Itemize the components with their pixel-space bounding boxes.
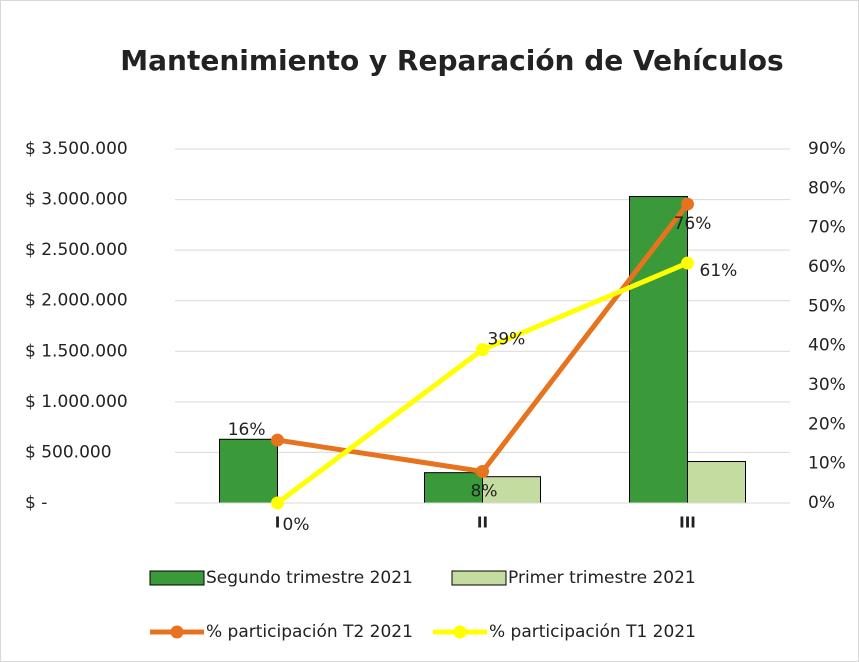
y2-tick-label: 30%: [808, 375, 846, 395]
bar: [687, 461, 746, 504]
y-tick-label: $ 2.000.000: [25, 291, 128, 311]
y2-tick-label: 10%: [808, 454, 846, 474]
y2-tick-label: 90%: [808, 139, 846, 159]
legend-swatch: [170, 625, 184, 639]
data-label: 61%: [700, 261, 738, 281]
y2-tick-label: 40%: [808, 336, 846, 356]
data-label: 0%: [283, 515, 310, 535]
y2-tick-label: 70%: [808, 218, 846, 238]
line-point: [681, 256, 694, 270]
data-label: 16%: [228, 420, 266, 440]
line-point: [476, 343, 489, 357]
x-tick-label: II: [477, 514, 488, 532]
y-tick-label: $ 2.500.000: [25, 240, 128, 260]
legend-swatch: [451, 570, 507, 586]
bar: [482, 476, 541, 504]
bar: [219, 438, 278, 504]
x-tick-label: I: [275, 514, 281, 532]
data-label: 39%: [488, 330, 526, 350]
legend-label: % participación T1 2021: [489, 622, 696, 642]
data-label: 76%: [674, 214, 712, 234]
line-point: [271, 433, 284, 447]
y-tick-label: $ 3.000.000: [25, 190, 128, 210]
y-tick-label: $ 1.500.000: [25, 341, 128, 361]
y-tick-label: $ 1.000.000: [25, 392, 128, 412]
y2-tick-label: 80%: [808, 178, 846, 198]
legend-swatch: [453, 625, 467, 639]
y-tick-label: $ -: [25, 493, 47, 513]
legend-label: Segundo trimestre 2021: [206, 568, 413, 588]
bar: [629, 196, 688, 504]
y2-tick-label: 50%: [808, 296, 846, 316]
chart-title: Mantenimiento y Reparación de Vehículos: [120, 44, 783, 77]
legend-label: % participación T2 2021: [206, 622, 413, 642]
y2-tick-label: 0%: [808, 493, 835, 513]
line-point: [271, 496, 284, 510]
legend-label: Primer trimestre 2021: [508, 568, 696, 588]
legend-swatch: [149, 570, 205, 586]
line-point: [681, 197, 694, 211]
y-tick-label: $ 3.500.000: [25, 139, 128, 159]
line-point: [476, 465, 489, 479]
y2-tick-label: 60%: [808, 257, 846, 277]
y2-tick-label: 20%: [808, 414, 846, 434]
bar: [424, 472, 483, 504]
x-tick-label: III: [679, 514, 696, 532]
y-tick-label: $ 500.000: [25, 442, 112, 462]
data-label: 8%: [471, 482, 498, 502]
